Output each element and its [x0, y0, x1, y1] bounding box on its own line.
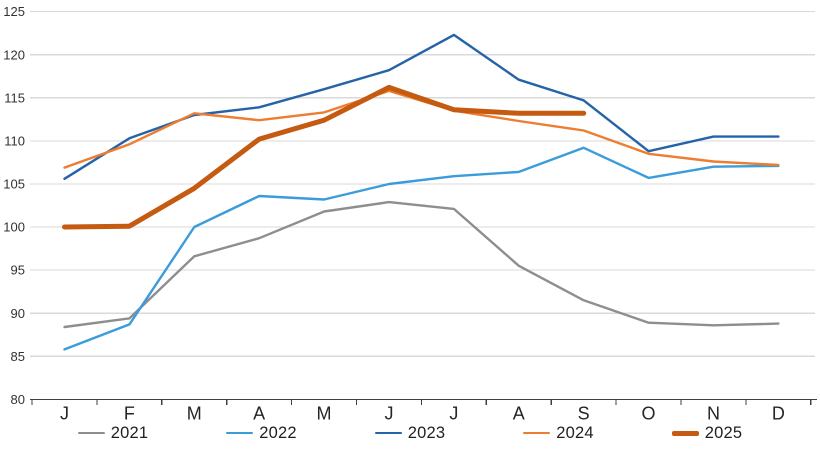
series-line-2022 [63, 146, 780, 351]
y-axis-label: 120 [3, 47, 25, 62]
legend-item-2025: 2025 [671, 423, 743, 443]
x-axis-label: N [707, 404, 720, 424]
y-axis-label: 115 [4, 90, 25, 105]
legend-marker-2021 [77, 431, 105, 435]
y-axis-label: 80 [11, 392, 25, 407]
y-axis-label: 100 [3, 220, 25, 235]
series-line-2024 [63, 89, 780, 169]
y-axis-label: 110 [4, 133, 25, 148]
x-axis-label: M [187, 404, 202, 424]
y-axis-label: 125 [3, 4, 25, 19]
x-axis-label: S [578, 404, 590, 424]
chart-legend: 2021 2022 2023 2024 2025 [0, 421, 820, 445]
legend-item-2023: 2023 [374, 423, 446, 443]
x-axis-label: J [449, 404, 458, 424]
x-axis-label: J [60, 404, 69, 424]
legend-item-2022: 2022 [226, 424, 297, 443]
legend-label: 2022 [259, 423, 297, 442]
y-axis-label: 90 [11, 306, 25, 321]
x-axis-label: A [513, 404, 525, 424]
legend-marker-2024 [523, 431, 551, 435]
legend-marker-2022 [226, 431, 254, 435]
y-axis-label: 85 [11, 349, 25, 364]
x-axis-label: J [384, 404, 393, 424]
legend-label: 2023 [407, 423, 446, 442]
legend-item-2024: 2024 [523, 424, 594, 443]
y-axis-label: 105 [3, 177, 25, 192]
x-axis-label: D [772, 404, 785, 424]
legend-label: 2021 [110, 423, 149, 442]
series-line-2025 [62, 84, 587, 230]
x-axis-label: M [317, 404, 332, 424]
x-axis-label: O [642, 404, 656, 424]
legend-marker-2023 [374, 431, 402, 435]
legend-label: 2024 [556, 423, 594, 442]
legend-item-2021: 2021 [77, 423, 149, 443]
y-axis-label: 95 [11, 263, 25, 278]
legend-marker-2025 [671, 430, 699, 436]
legend-label: 2025 [704, 423, 743, 442]
x-axis-label: A [253, 404, 265, 424]
series-line-2021 [63, 200, 780, 329]
x-axis-label: F [124, 404, 135, 424]
